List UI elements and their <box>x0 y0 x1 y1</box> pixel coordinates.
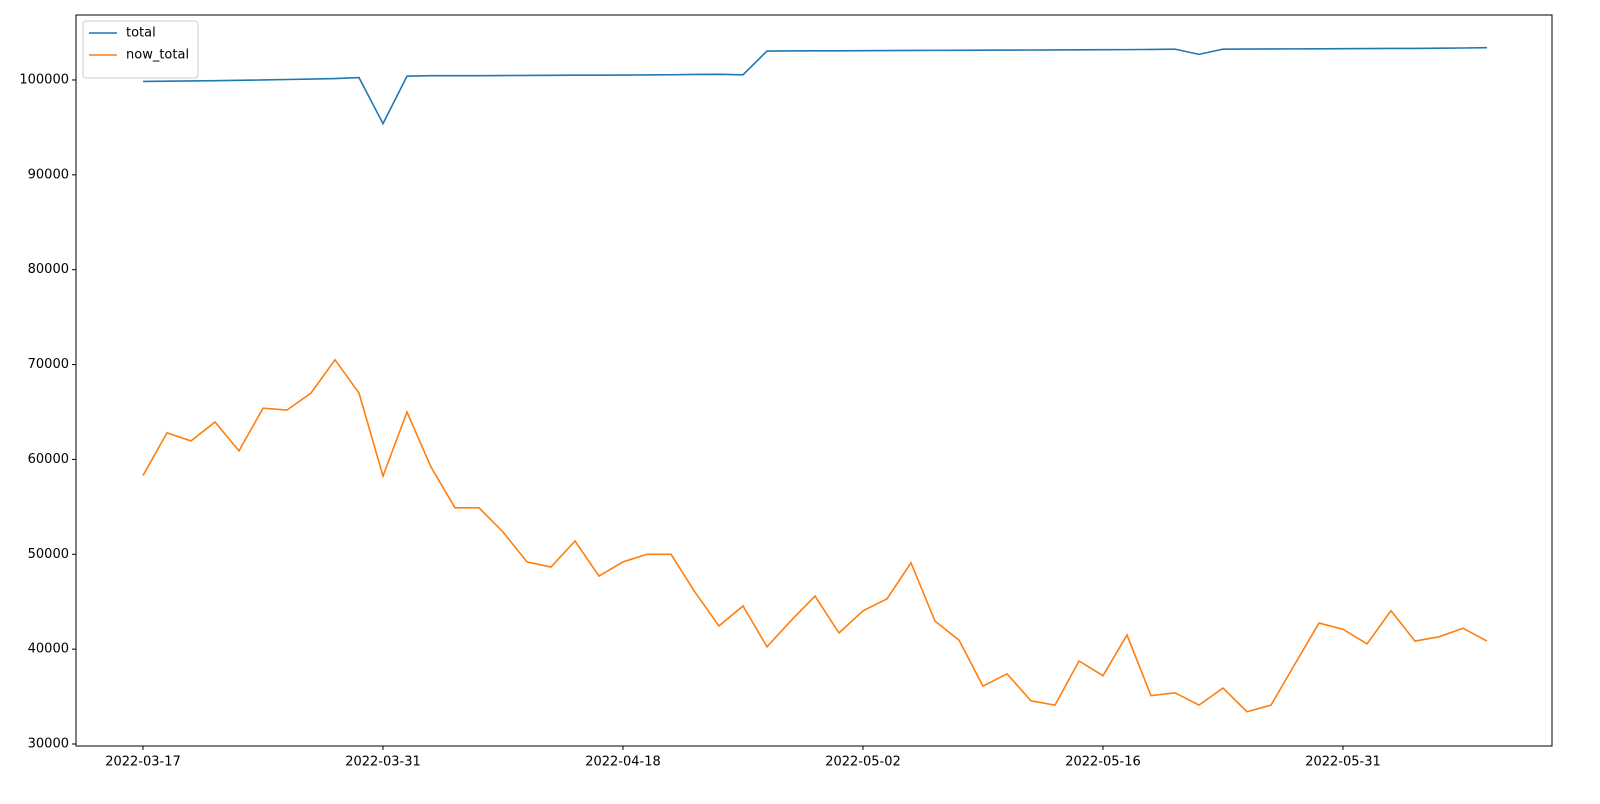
x-tick-label: 2022-04-18 <box>585 755 661 770</box>
y-tick-label: 40000 <box>28 642 69 657</box>
y-tick-label: 100000 <box>19 72 69 87</box>
y-tick-label: 80000 <box>28 262 69 277</box>
plot-frame <box>75 14 1553 747</box>
legend-box <box>82 20 199 79</box>
x-tick-label: 2022-05-31 <box>1305 755 1381 770</box>
series-line <box>142 358 1488 713</box>
legend-label: now_total <box>126 48 189 63</box>
series-line <box>142 46 1488 126</box>
y-tick-label: 90000 <box>28 167 69 182</box>
x-tick-label: 2022-03-31 <box>345 755 421 770</box>
x-tick-label: 2022-05-16 <box>1065 755 1141 770</box>
x-tick-label: 2022-05-02 <box>825 755 901 770</box>
y-tick-label: 70000 <box>28 357 69 372</box>
y-tick-label: 50000 <box>28 547 69 562</box>
y-tick-label: 60000 <box>28 452 69 467</box>
y-tick-label: 30000 <box>28 737 69 752</box>
legend-label: total <box>126 26 156 41</box>
x-tick-label: 2022-03-17 <box>105 755 181 770</box>
legend: total now_total <box>82 20 199 79</box>
